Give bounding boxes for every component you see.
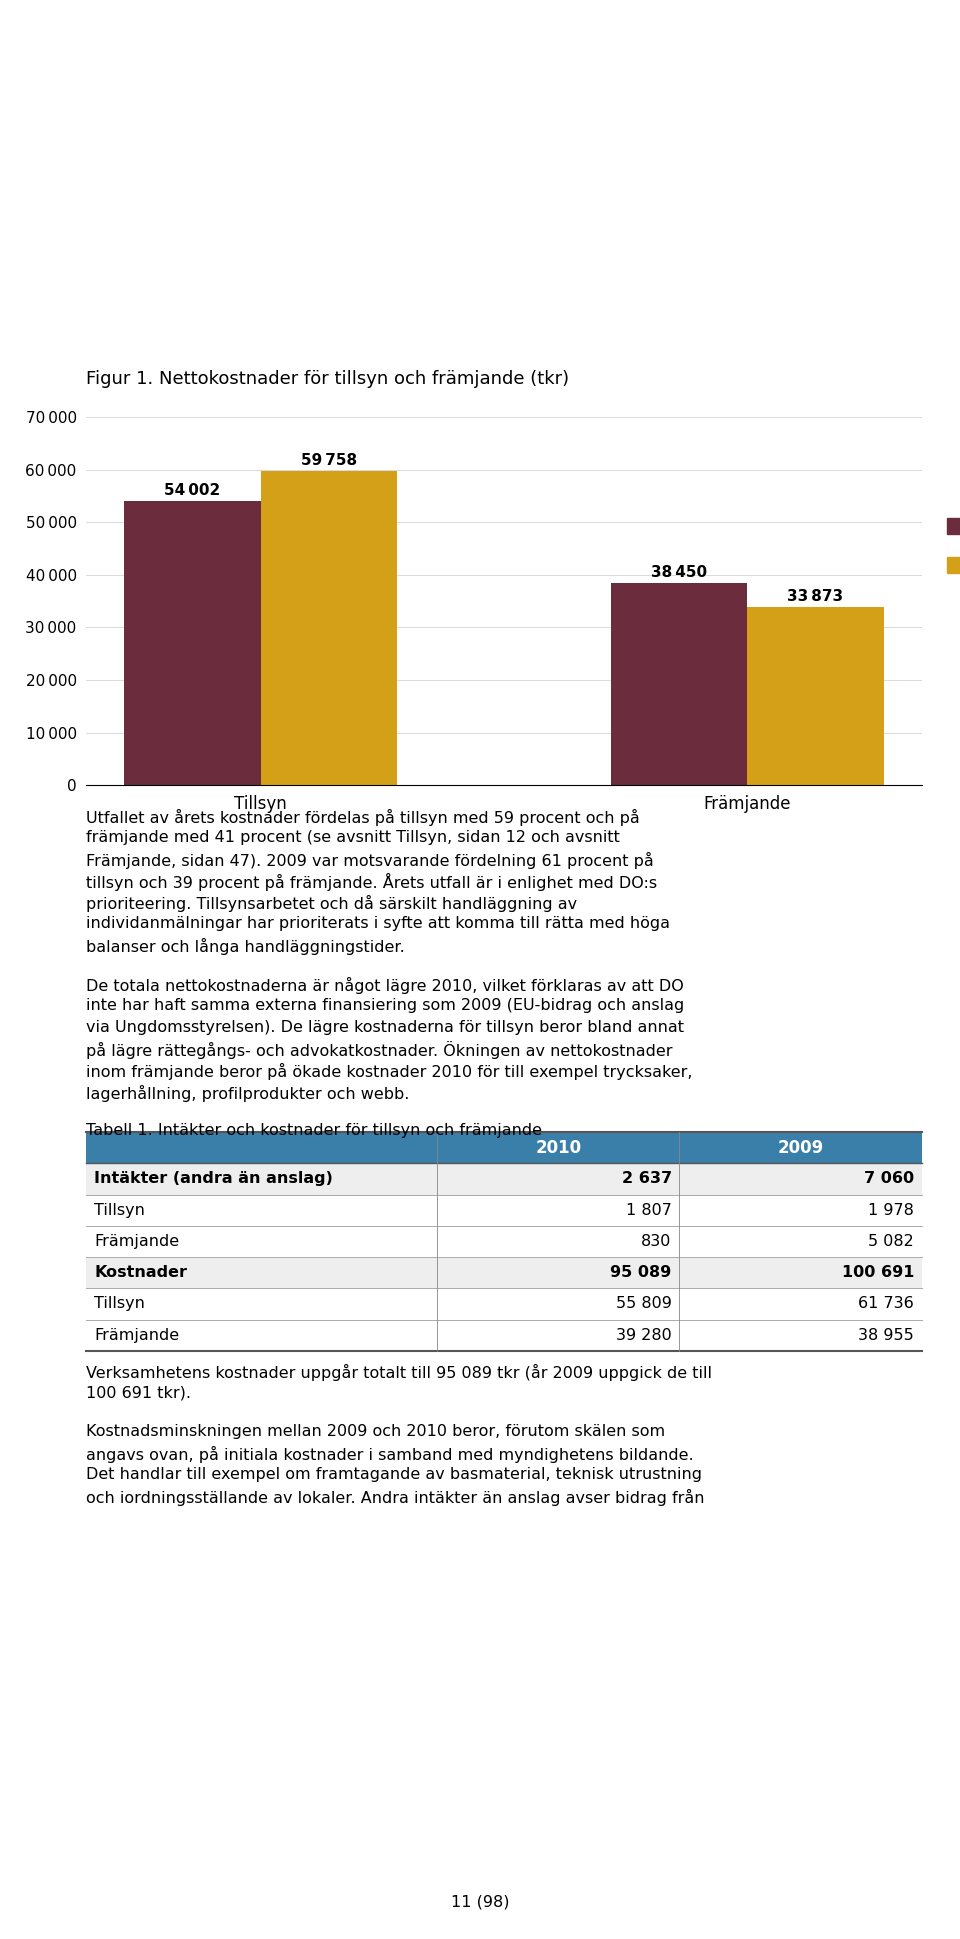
Text: 11 (98): 11 (98) [451, 1894, 509, 1910]
Bar [747, 607, 883, 785]
Text: 54 002: 54 002 [164, 483, 221, 498]
Text: angavs ovan, på initiala kostnader i samband med myndighetens bildande.: angavs ovan, på initiala kostnader i sam… [86, 1446, 694, 1462]
Text: 39 280: 39 280 [616, 1328, 672, 1342]
Text: prioriteering. Tillsynsarbetet och då särskilt handläggning av: prioriteering. Tillsynsarbetet och då sä… [86, 894, 578, 911]
Text: 5 082: 5 082 [868, 1233, 914, 1249]
Text: främjande med 41 procent (se avsnitt Tillsyn, sidan 12 och avsnitt: främjande med 41 procent (se avsnitt Til… [86, 830, 620, 845]
Text: 61 736: 61 736 [858, 1297, 914, 1311]
Text: 59 758: 59 758 [300, 454, 357, 467]
Text: 830: 830 [641, 1233, 672, 1249]
Text: 2 637: 2 637 [621, 1171, 672, 1187]
Text: 100 691: 100 691 [842, 1264, 914, 1280]
Text: inom främjande beror på ökade kostnader 2010 för till exempel trycksaker,: inom främjande beror på ökade kostnader … [86, 1063, 693, 1080]
Text: 2010: 2010 [536, 1138, 582, 1158]
Text: Utfallet av årets kostnader fördelas på tillsyn med 59 procent och på: Utfallet av årets kostnader fördelas på … [86, 809, 640, 826]
Text: balanser och långa handläggningstider.: balanser och långa handläggningstider. [86, 938, 405, 954]
Text: 7 060: 7 060 [864, 1171, 914, 1187]
Legend: 2010, 2009: 2010, 2009 [941, 512, 960, 580]
Text: 1 807: 1 807 [626, 1202, 672, 1218]
Text: Kostnader: Kostnader [94, 1264, 187, 1280]
Bar [612, 584, 747, 785]
Bar [261, 471, 396, 785]
Text: lagerhållning, profilprodukter och webb.: lagerhållning, profilprodukter och webb. [86, 1084, 410, 1101]
Text: 1 978: 1 978 [868, 1202, 914, 1218]
Text: via Ungdomsstyrelsen). De lägre kostnaderna för tillsyn beror bland annat: via Ungdomsstyrelsen). De lägre kostnade… [86, 1020, 684, 1035]
Text: Tabell 1. Intäkter och kostnader för tillsyn och främjande: Tabell 1. Intäkter och kostnader för til… [86, 1123, 542, 1138]
Text: Verksamhetens kostnader uppgår totalt till 95 089 tkr (år 2009 uppgick de till: Verksamhetens kostnader uppgår totalt ti… [86, 1363, 712, 1381]
Text: 100 691 tkr).: 100 691 tkr). [86, 1384, 191, 1400]
Text: 38 955: 38 955 [858, 1328, 914, 1342]
Text: Intäkter (andra än anslag): Intäkter (andra än anslag) [94, 1171, 333, 1187]
Text: Främjande: Främjande [94, 1328, 180, 1342]
Text: inte har haft samma externa finansiering som 2009 (EU-bidrag och anslag: inte har haft samma externa finansiering… [86, 999, 684, 1014]
Text: Främjande, sidan 47). 2009 var motsvarande fördelning 61 procent på: Främjande, sidan 47). 2009 var motsvaran… [86, 851, 654, 869]
Text: Främjande: Främjande [94, 1233, 180, 1249]
Text: 55 809: 55 809 [615, 1297, 672, 1311]
Text: tillsyn och 39 procent på främjande. Årets utfall är i enlighet med DO:s: tillsyn och 39 procent på främjande. Åre… [86, 873, 658, 892]
Text: på lägre rättegångs- och advokatkostnader. Ökningen av nettokostnader: på lägre rättegångs- och advokatkostnade… [86, 1041, 673, 1059]
Text: Tillsyn: Tillsyn [94, 1297, 145, 1311]
Text: Kostnadsminskningen mellan 2009 och 2010 beror, förutom skälen som: Kostnadsminskningen mellan 2009 och 2010… [86, 1423, 665, 1439]
Text: Det handlar till exempel om framtagande av basmaterial, teknisk utrustning: Det handlar till exempel om framtagande … [86, 1468, 703, 1481]
Text: Tillsyn: Tillsyn [94, 1202, 145, 1218]
Text: De totala nettokostnaderna är något lägre 2010, vilket förklaras av att DO: De totala nettokostnaderna är något lägr… [86, 977, 684, 995]
Text: 2009: 2009 [778, 1138, 824, 1158]
Text: och iordningsställande av lokaler. Andra intäkter än anslag avser bidrag från: och iordningsställande av lokaler. Andra… [86, 1489, 705, 1507]
Text: individanmälningar har prioriterats i syfte att komma till rätta med höga: individanmälningar har prioriterats i sy… [86, 917, 670, 931]
Text: 38 450: 38 450 [651, 566, 708, 580]
Text: 95 089: 95 089 [611, 1264, 672, 1280]
Text: Figur 1. Nettokostnader för tillsyn och främjande (tkr): Figur 1. Nettokostnader för tillsyn och … [86, 370, 569, 388]
Text: 33 873: 33 873 [787, 589, 844, 605]
Bar [125, 500, 261, 785]
